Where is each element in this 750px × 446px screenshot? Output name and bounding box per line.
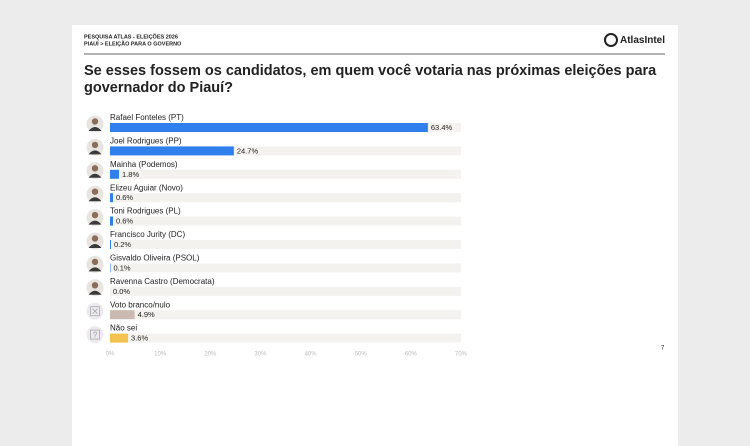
avatar-head	[91, 141, 99, 149]
x-tick-label: 30%	[254, 352, 267, 358]
avatar-body	[88, 150, 102, 155]
x-tick-label: 20%	[204, 352, 217, 358]
avatar-head	[91, 211, 99, 219]
bar-track	[110, 286, 461, 296]
value-label: 0.6%	[116, 193, 133, 202]
avatar-head	[91, 118, 99, 125]
bar-track	[110, 216, 461, 226]
avatar-head	[91, 165, 99, 172]
avatar-head	[91, 282, 99, 289]
category-label: Rafael Fonteles (PT)	[110, 113, 184, 122]
page-number: 7	[661, 346, 665, 352]
bar	[110, 240, 112, 249]
avatar-body	[88, 173, 102, 178]
header-line: PESQUISA ATLAS - ELEIÇÕES 2026	[84, 33, 178, 40]
x-tick-label: 40%	[305, 352, 318, 358]
value-label: 1.8%	[122, 170, 139, 179]
bar	[110, 333, 129, 343]
bar-track	[110, 263, 461, 273]
chart-title: Se esses fossem os candidatos, em quem v…	[84, 63, 657, 79]
x-tick-label: 50%	[355, 352, 368, 358]
icon-box	[90, 329, 100, 340]
value-label: 0.6%	[116, 217, 133, 226]
x-tick-label: 0%	[106, 352, 115, 358]
brand: AtlasIntel	[620, 35, 665, 46]
value-label: 4.9%	[138, 310, 155, 319]
x-tick-label: 60%	[405, 352, 418, 358]
avatar-body	[88, 197, 102, 202]
avatar-body	[88, 127, 102, 131]
bar-track	[110, 146, 461, 156]
bar	[110, 263, 111, 273]
bar	[110, 310, 135, 320]
chart-title: governador do Piauí?	[84, 80, 233, 96]
category-label: Não sei	[110, 324, 137, 333]
avatar-body	[88, 220, 102, 225]
avatar-head	[91, 235, 99, 242]
icon-x	[92, 308, 98, 314]
bar-track	[110, 193, 461, 203]
logo-icon	[604, 33, 618, 47]
page	[72, 25, 678, 446]
header-line: PIAUÍ > ELEIÇÃO PARA O GOVERNO	[84, 39, 182, 47]
icon-q	[92, 331, 98, 338]
bar	[110, 146, 234, 156]
bar-track	[110, 169, 461, 179]
bar	[110, 169, 120, 179]
category-label: Francisco Jurity (DC)	[110, 230, 185, 239]
category-label: Gisvaldo Oliveira (PSOL)	[110, 254, 200, 263]
category-label: Voto branco/nulo	[110, 300, 171, 309]
value-label: 0.1%	[114, 263, 131, 272]
category-label: Joel Rodrigues (PP)	[110, 137, 182, 146]
bar-track	[110, 310, 461, 320]
bar	[110, 123, 428, 132]
bar-track	[110, 240, 461, 249]
category-label: Elizeu Aguiar (Novo)	[110, 183, 183, 192]
avatar-head	[91, 258, 99, 266]
bar-track	[110, 333, 461, 343]
value-label: 63.4%	[431, 123, 453, 132]
avatar-body	[88, 267, 102, 272]
avatar-body	[88, 290, 102, 295]
category-label: Mainha (Podemos)	[110, 160, 178, 169]
value-label: 3.6%	[131, 334, 148, 343]
category-label: Ravenna Castro (Democrata)	[110, 277, 215, 286]
avatar-head	[91, 188, 99, 195]
value-label: 0.2%	[114, 240, 131, 249]
bar	[110, 216, 114, 226]
icon	[86, 326, 104, 344]
avatar-body	[88, 244, 102, 248]
bar	[110, 193, 114, 203]
category-label: Toni Rodrigues (PL)	[110, 207, 181, 216]
x-tick-label: 10%	[154, 352, 167, 358]
value-label: 0.0%	[113, 287, 130, 296]
icon-box	[90, 306, 100, 317]
x-tick-label: 70%	[455, 352, 468, 358]
value-label: 24.7%	[237, 146, 259, 155]
